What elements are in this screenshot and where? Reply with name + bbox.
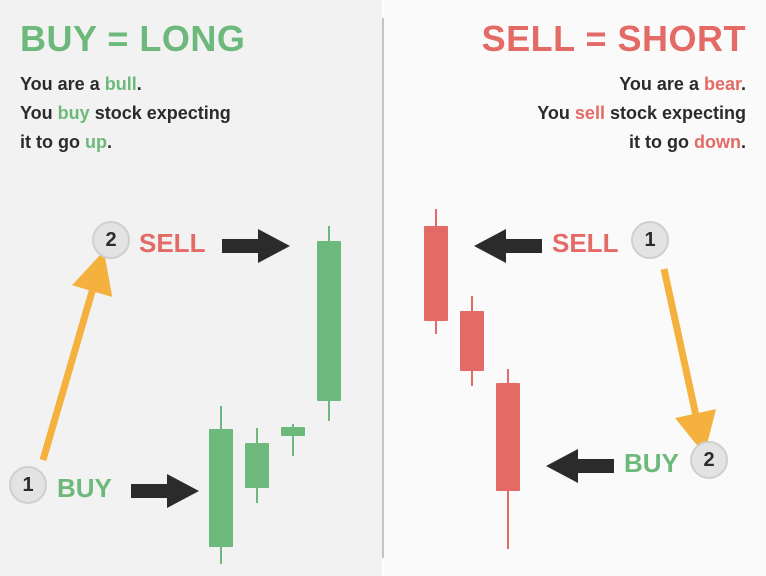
buy-label: BUY <box>57 473 112 504</box>
long-panel: BUY = LONG You are a bull. You buy stock… <box>0 0 382 576</box>
short-description: You are a bear. You sell stock expecting… <box>404 70 746 156</box>
sell-pointer-icon <box>218 226 296 266</box>
sell-pointer-icon <box>468 226 546 266</box>
infographic-container: BUY = LONG You are a bull. You buy stock… <box>0 0 766 576</box>
short-panel: SELL = SHORT You are a bear. You sell st… <box>384 0 766 576</box>
sell-label: SELL <box>139 228 205 259</box>
step-2-badge: 2 <box>92 221 130 259</box>
buy-pointer-icon <box>127 471 205 511</box>
short-diagram: SELL 1 BUY 2 <box>384 206 766 576</box>
candlestick <box>424 206 448 576</box>
long-diagram: 2 SELL 1 BUY <box>0 206 382 576</box>
short-title: SELL = SHORT <box>404 18 746 60</box>
step-2-badge: 2 <box>690 441 728 479</box>
long-title: BUY = LONG <box>20 18 362 60</box>
buy-pointer-icon <box>540 446 618 486</box>
sell-label: SELL <box>552 228 618 259</box>
buy-label: BUY <box>624 448 679 479</box>
step-1-badge: 1 <box>9 466 47 504</box>
long-description: You are a bull. You buy stock expecting … <box>20 70 362 156</box>
candlestick <box>317 206 341 576</box>
step-1-badge: 1 <box>631 221 669 259</box>
